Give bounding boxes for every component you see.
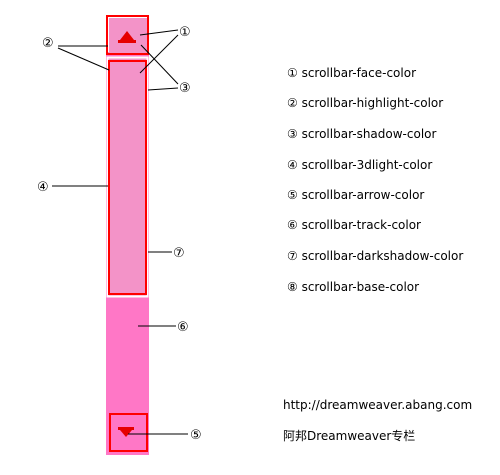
down-arrow-base <box>118 427 134 430</box>
up-arrow-base <box>118 40 136 43</box>
callout-1: ① <box>179 25 191 40</box>
legend-item-arrow: ⑤ scrollbar-arrow-color <box>287 188 425 202</box>
legend-item-base: ⑧ scrollbar-base-color <box>287 280 420 294</box>
up-button-outline <box>106 15 149 55</box>
callout-3: ③ <box>179 81 191 96</box>
scrollbar-thumb <box>108 58 147 296</box>
leader-line-3b <box>147 87 179 91</box>
callout-2: ② <box>42 36 54 51</box>
footer-credit: 阿邦Dreamweaver专栏 <box>283 429 416 443</box>
thumb-highlight-border <box>106 56 149 298</box>
legend-item-3dlight: ④ scrollbar-3dlight-color <box>287 158 433 172</box>
leader-line-2b <box>57 47 110 71</box>
legend-item-face: ① scrollbar-face-color <box>287 66 417 80</box>
leader-line-3a <box>140 44 179 85</box>
leader-line-1a <box>139 29 179 36</box>
callout-6: ⑥ <box>177 320 189 335</box>
legend-item-darkshadow: ⑦ scrollbar-darkshadow-color <box>287 249 464 263</box>
down-button-outline <box>109 413 148 452</box>
legend-item-highlight: ② scrollbar-highlight-color <box>287 96 444 110</box>
callout-7: ⑦ <box>173 246 185 261</box>
thumb-outline <box>108 60 147 295</box>
callout-5: ⑤ <box>190 428 202 443</box>
legend-item-track: ⑥ scrollbar-track-color <box>287 218 421 232</box>
footer-url: http://dreamweaver.abang.com <box>283 398 473 412</box>
down-arrow-icon <box>120 430 132 437</box>
callout-4: ④ <box>37 180 49 195</box>
legend-item-shadow: ③ scrollbar-shadow-color <box>287 127 437 141</box>
leader-line-1b <box>139 34 179 74</box>
up-arrow-icon <box>120 31 134 40</box>
